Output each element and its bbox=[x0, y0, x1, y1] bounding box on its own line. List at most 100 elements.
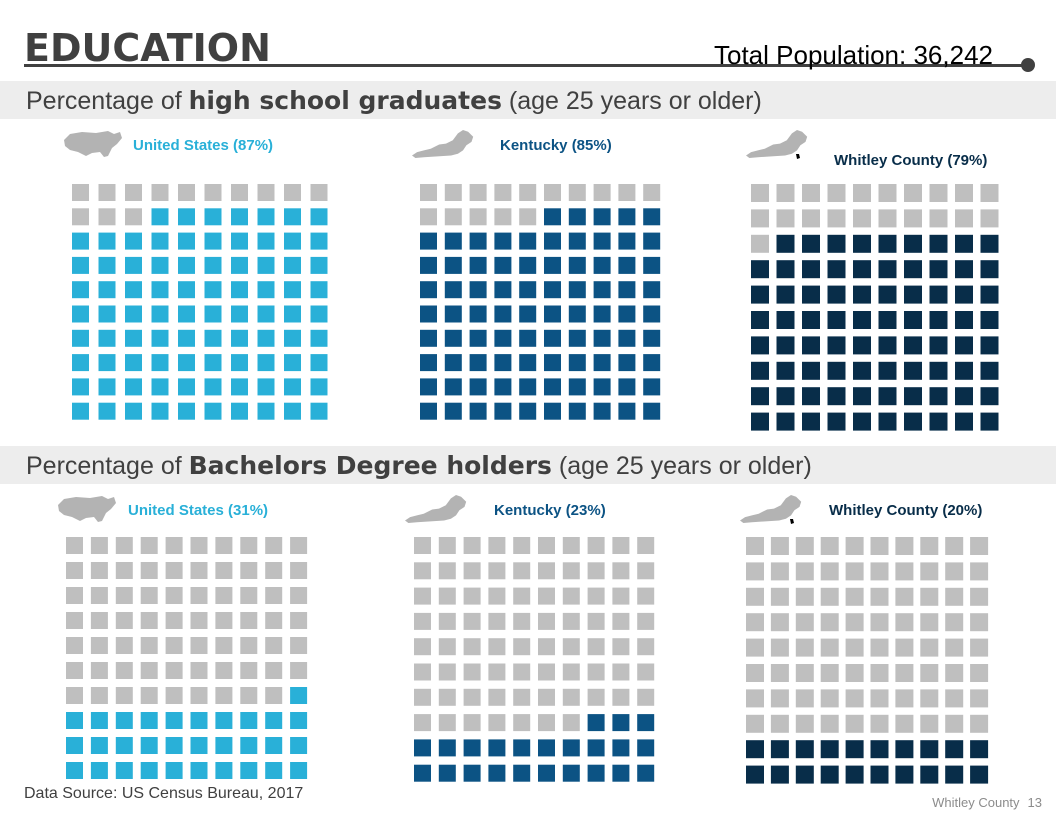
total-population: Total Population: 36,242 bbox=[714, 40, 993, 70]
waffle-cell-filled bbox=[904, 387, 922, 406]
waffle-cell-filled bbox=[310, 256, 328, 274]
waffle-cell-filled bbox=[929, 412, 948, 431]
waffle-cell-filled bbox=[853, 336, 871, 355]
waffle-cell-empty bbox=[140, 662, 158, 679]
waffle-cell-filled bbox=[178, 281, 195, 299]
waffle-cell-empty bbox=[845, 562, 864, 581]
waffle-cell-filled bbox=[469, 402, 487, 420]
waffle-cell-empty bbox=[746, 562, 764, 581]
waffle-cell-empty bbox=[770, 714, 789, 733]
waffle-cell-filled bbox=[637, 739, 655, 757]
section-title-prefix: Percentage of bbox=[26, 87, 189, 115]
waffle-cell-filled bbox=[955, 412, 973, 431]
waffle-panel: United States (87%) bbox=[64, 131, 328, 420]
waffle-cell-filled bbox=[284, 378, 301, 396]
waffle-cell-empty bbox=[870, 714, 889, 733]
waffle-cell-empty bbox=[845, 664, 864, 682]
waffle-cell-filled bbox=[513, 739, 531, 757]
waffle-cell-filled bbox=[240, 712, 258, 729]
waffle-cell-empty bbox=[920, 638, 939, 657]
waffle-cell-empty bbox=[980, 209, 999, 228]
waffle-cell-empty bbox=[587, 612, 605, 630]
waffle-cell-filled bbox=[776, 361, 795, 380]
waffle-cell-empty bbox=[802, 184, 820, 202]
waffle-cell-filled bbox=[284, 281, 301, 299]
waffle-cell-empty bbox=[240, 662, 258, 679]
waffle-cell-empty bbox=[414, 638, 431, 656]
waffle-cell-empty bbox=[929, 209, 948, 228]
waffle-cell-empty bbox=[98, 184, 116, 201]
waffle-cell-empty bbox=[513, 688, 531, 706]
waffle-cell-filled bbox=[310, 281, 328, 299]
waffle-cell-empty bbox=[562, 638, 580, 656]
waffle-cell-filled bbox=[310, 402, 328, 420]
waffle-cell-empty bbox=[165, 587, 183, 604]
waffle-cell-empty bbox=[945, 587, 964, 606]
waffle-cell-filled bbox=[257, 281, 275, 299]
waffle-cell-empty bbox=[746, 714, 764, 733]
waffle-cell-filled bbox=[178, 329, 195, 347]
waffle-cell-empty bbox=[190, 687, 208, 704]
waffle-cell-filled bbox=[568, 354, 586, 372]
waffle-cell-empty bbox=[140, 612, 158, 629]
waffle-cell-filled bbox=[115, 737, 133, 754]
waffle-cell-filled bbox=[151, 354, 169, 372]
waffle-cell-filled bbox=[204, 402, 222, 420]
waffle-cell-empty bbox=[513, 638, 531, 656]
waffle-cell-empty bbox=[544, 184, 561, 201]
waffle-cell-filled bbox=[643, 208, 661, 226]
waffle-cell-filled bbox=[494, 256, 512, 274]
waffle-cell-empty bbox=[438, 688, 456, 706]
waffle-cell-filled bbox=[568, 256, 586, 274]
waffle-cell-filled bbox=[420, 378, 437, 396]
waffle-cell-filled bbox=[469, 305, 487, 323]
waffle-cell-empty bbox=[290, 662, 308, 679]
waffle-cell-empty bbox=[190, 612, 208, 629]
waffle-cell-empty bbox=[746, 664, 764, 682]
waffle-cell-empty bbox=[488, 663, 506, 681]
waffle-cell-filled bbox=[178, 354, 195, 372]
waffle-cell-filled bbox=[444, 378, 462, 396]
waffle-cell-filled bbox=[257, 305, 275, 323]
waffle-cell-filled bbox=[469, 256, 487, 274]
waffle-cell-filled bbox=[776, 412, 795, 431]
waffle-cell-filled bbox=[204, 378, 222, 396]
waffle-cell-empty bbox=[562, 663, 580, 681]
waffle-cell-empty bbox=[290, 537, 308, 554]
waffle-cell-empty bbox=[870, 537, 889, 555]
waffle-cell-filled bbox=[151, 378, 169, 396]
waffle-cell-empty bbox=[770, 638, 789, 657]
waffle-cell-empty bbox=[90, 612, 108, 629]
waffle-cell-empty bbox=[970, 613, 989, 632]
waffle-cell-filled bbox=[98, 281, 116, 299]
waffle-cell-filled bbox=[494, 329, 512, 347]
waffle-cell-empty bbox=[240, 687, 258, 704]
waffle-cell-filled bbox=[469, 354, 487, 372]
waffle-cell-empty bbox=[820, 664, 839, 682]
waffle-cell-empty bbox=[751, 209, 769, 228]
waffle-cell-filled bbox=[72, 402, 89, 420]
waffle-cell-filled bbox=[853, 412, 871, 431]
waffle-cell-filled bbox=[290, 737, 308, 754]
waffle-cell-empty bbox=[90, 662, 108, 679]
waffle-cell-filled bbox=[544, 256, 561, 274]
waffle-cell-empty bbox=[970, 587, 989, 606]
waffle-cell-filled bbox=[904, 336, 922, 355]
section-title-prefix: Percentage of bbox=[26, 452, 189, 480]
waffle-cell-empty bbox=[72, 184, 89, 201]
waffle-cell-filled bbox=[284, 232, 301, 250]
waffle-cell-empty bbox=[190, 662, 208, 679]
waffle-cell-filled bbox=[257, 354, 275, 372]
waffle-cell-empty bbox=[215, 662, 233, 679]
waffle-cell-filled bbox=[420, 256, 437, 274]
waffle-cell-filled bbox=[929, 234, 948, 253]
waffle-cell-empty bbox=[562, 562, 580, 580]
waffle-cell-empty bbox=[513, 537, 531, 554]
waffle-cell-filled bbox=[802, 234, 820, 253]
waffle-cell-empty bbox=[895, 587, 914, 606]
waffle-cell-filled bbox=[215, 712, 233, 729]
waffle-cell-filled bbox=[519, 402, 537, 420]
waffle-cell-empty bbox=[746, 638, 764, 657]
waffle-cell-empty bbox=[970, 664, 989, 682]
waffle-cell-filled bbox=[878, 311, 897, 329]
